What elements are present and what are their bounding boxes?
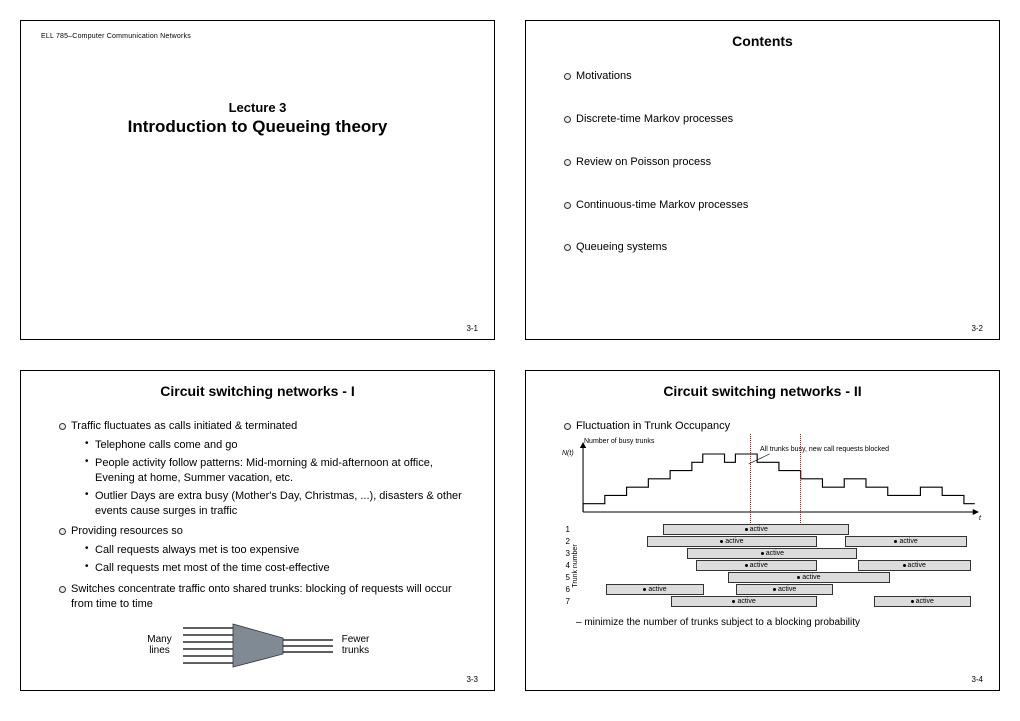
slide-contents: Contents Motivations Discrete-time Marko… xyxy=(525,20,1000,340)
slide-circuit-1: Circuit switching networks - I Traffic f… xyxy=(20,370,495,690)
list-item: Telephone calls come and go xyxy=(85,438,474,453)
active-segment: active xyxy=(736,584,833,595)
page-title: Contents xyxy=(546,33,979,49)
trunk-occupancy-diagram: Trunk number 1active2activeactive3active… xyxy=(560,524,979,607)
list-item: Discrete-time Markov processes xyxy=(564,112,979,127)
page-number: 3-3 xyxy=(466,675,478,684)
active-segment: active xyxy=(874,596,971,607)
course-code: ELL 785–Computer Communication Networks xyxy=(41,33,474,40)
slide-circuit-2: Circuit switching networks - II Fluctuat… xyxy=(525,370,1000,690)
list-item: Providing resources so Call requests alw… xyxy=(59,524,474,576)
page-number: 3-1 xyxy=(466,324,478,333)
list-item: Review on Poisson process xyxy=(564,155,979,170)
trunk-bar: active xyxy=(574,548,979,559)
active-segment: active xyxy=(845,536,967,547)
list-item: People activity follow patterns: Mid-mor… xyxy=(85,456,474,486)
trunk-number: 7 xyxy=(560,597,570,606)
footnote: – minimize the number of trunks subject … xyxy=(576,617,979,628)
active-segment: active xyxy=(728,572,890,583)
trunk-bar: active xyxy=(574,572,979,583)
trunk-bar: active active xyxy=(574,596,979,607)
trunk-row: 1 active xyxy=(560,524,979,535)
sub-list: Telephone calls come and go People activ… xyxy=(71,438,474,518)
list-item: Fluctuation in Trunk Occupancy xyxy=(564,419,979,434)
bullet-list: Fluctuation in Trunk Occupancy xyxy=(546,419,979,434)
bullet-text: Providing resources so xyxy=(71,525,183,537)
trunk-bar: active xyxy=(574,524,979,535)
active-segment: active xyxy=(671,596,817,607)
lecture-title: Introduction to Queueing theory xyxy=(41,117,474,137)
t-axis-label: t xyxy=(979,515,981,522)
page-title: Circuit switching networks - I xyxy=(41,383,474,399)
many-lines-label: Many lines xyxy=(143,634,177,656)
trunk-row: 4 active active xyxy=(560,560,979,571)
trunk-bar: active active xyxy=(574,584,979,595)
trunk-number: 1 xyxy=(560,525,570,534)
list-item: Outlier Days are extra busy (Mother's Da… xyxy=(85,489,474,519)
bullet-list: Traffic fluctuates as calls initiated & … xyxy=(41,419,474,611)
switch-icon xyxy=(183,620,333,670)
list-item: Switches concentrate traffic onto shared… xyxy=(59,582,474,612)
active-segment: active xyxy=(858,560,971,571)
trunk-number: 4 xyxy=(560,561,570,570)
active-segment: active xyxy=(663,524,849,535)
sub-list: Call requests always met is too expensiv… xyxy=(71,543,474,576)
active-segment: active xyxy=(687,548,857,559)
trunk-row: 5 active xyxy=(560,572,979,583)
active-segment: active xyxy=(647,536,817,547)
switch-diagram: Many lines Fewer trunks xyxy=(41,620,474,670)
trunk-row: 6 active active xyxy=(560,584,979,595)
list-item: Traffic fluctuates as calls initiated & … xyxy=(59,419,474,518)
page-number: 3-2 xyxy=(971,324,983,333)
trunk-bar: active active xyxy=(574,560,979,571)
trunk-number: 6 xyxy=(560,585,570,594)
trunk-row: 2 active active xyxy=(560,536,979,547)
list-item: Call requests met most of the time cost-… xyxy=(85,561,474,576)
bullet-text: Traffic fluctuates as calls initiated & … xyxy=(71,420,297,432)
trunk-number: 5 xyxy=(560,573,570,582)
page-title: Circuit switching networks - II xyxy=(546,383,979,399)
fewer-trunks-label: Fewer trunks xyxy=(339,634,373,656)
trunk-row: 7 active active xyxy=(560,596,979,607)
active-segment: active xyxy=(606,584,703,595)
contents-list: Motivations Discrete-time Markov process… xyxy=(546,69,979,255)
trunk-bar: active active xyxy=(574,536,979,547)
active-segment: active xyxy=(696,560,818,571)
trunk-number: 2 xyxy=(560,537,570,546)
trunk-number: 3 xyxy=(560,549,570,558)
list-item: Motivations xyxy=(564,69,979,84)
page-number: 3-4 xyxy=(971,675,983,684)
list-item: Queueing systems xyxy=(564,240,979,255)
step-chart-svg xyxy=(560,440,979,518)
list-item: Call requests always met is too expensiv… xyxy=(85,543,474,558)
lecture-number: Lecture 3 xyxy=(41,100,474,115)
trunk-row: 3 active xyxy=(560,548,979,559)
list-item: Continuous-time Markov processes xyxy=(564,198,979,213)
slide-title: ELL 785–Computer Communication Networks … xyxy=(20,20,495,340)
occupancy-chart: Number of busy trunks N(t) All trunks bu… xyxy=(560,440,979,518)
